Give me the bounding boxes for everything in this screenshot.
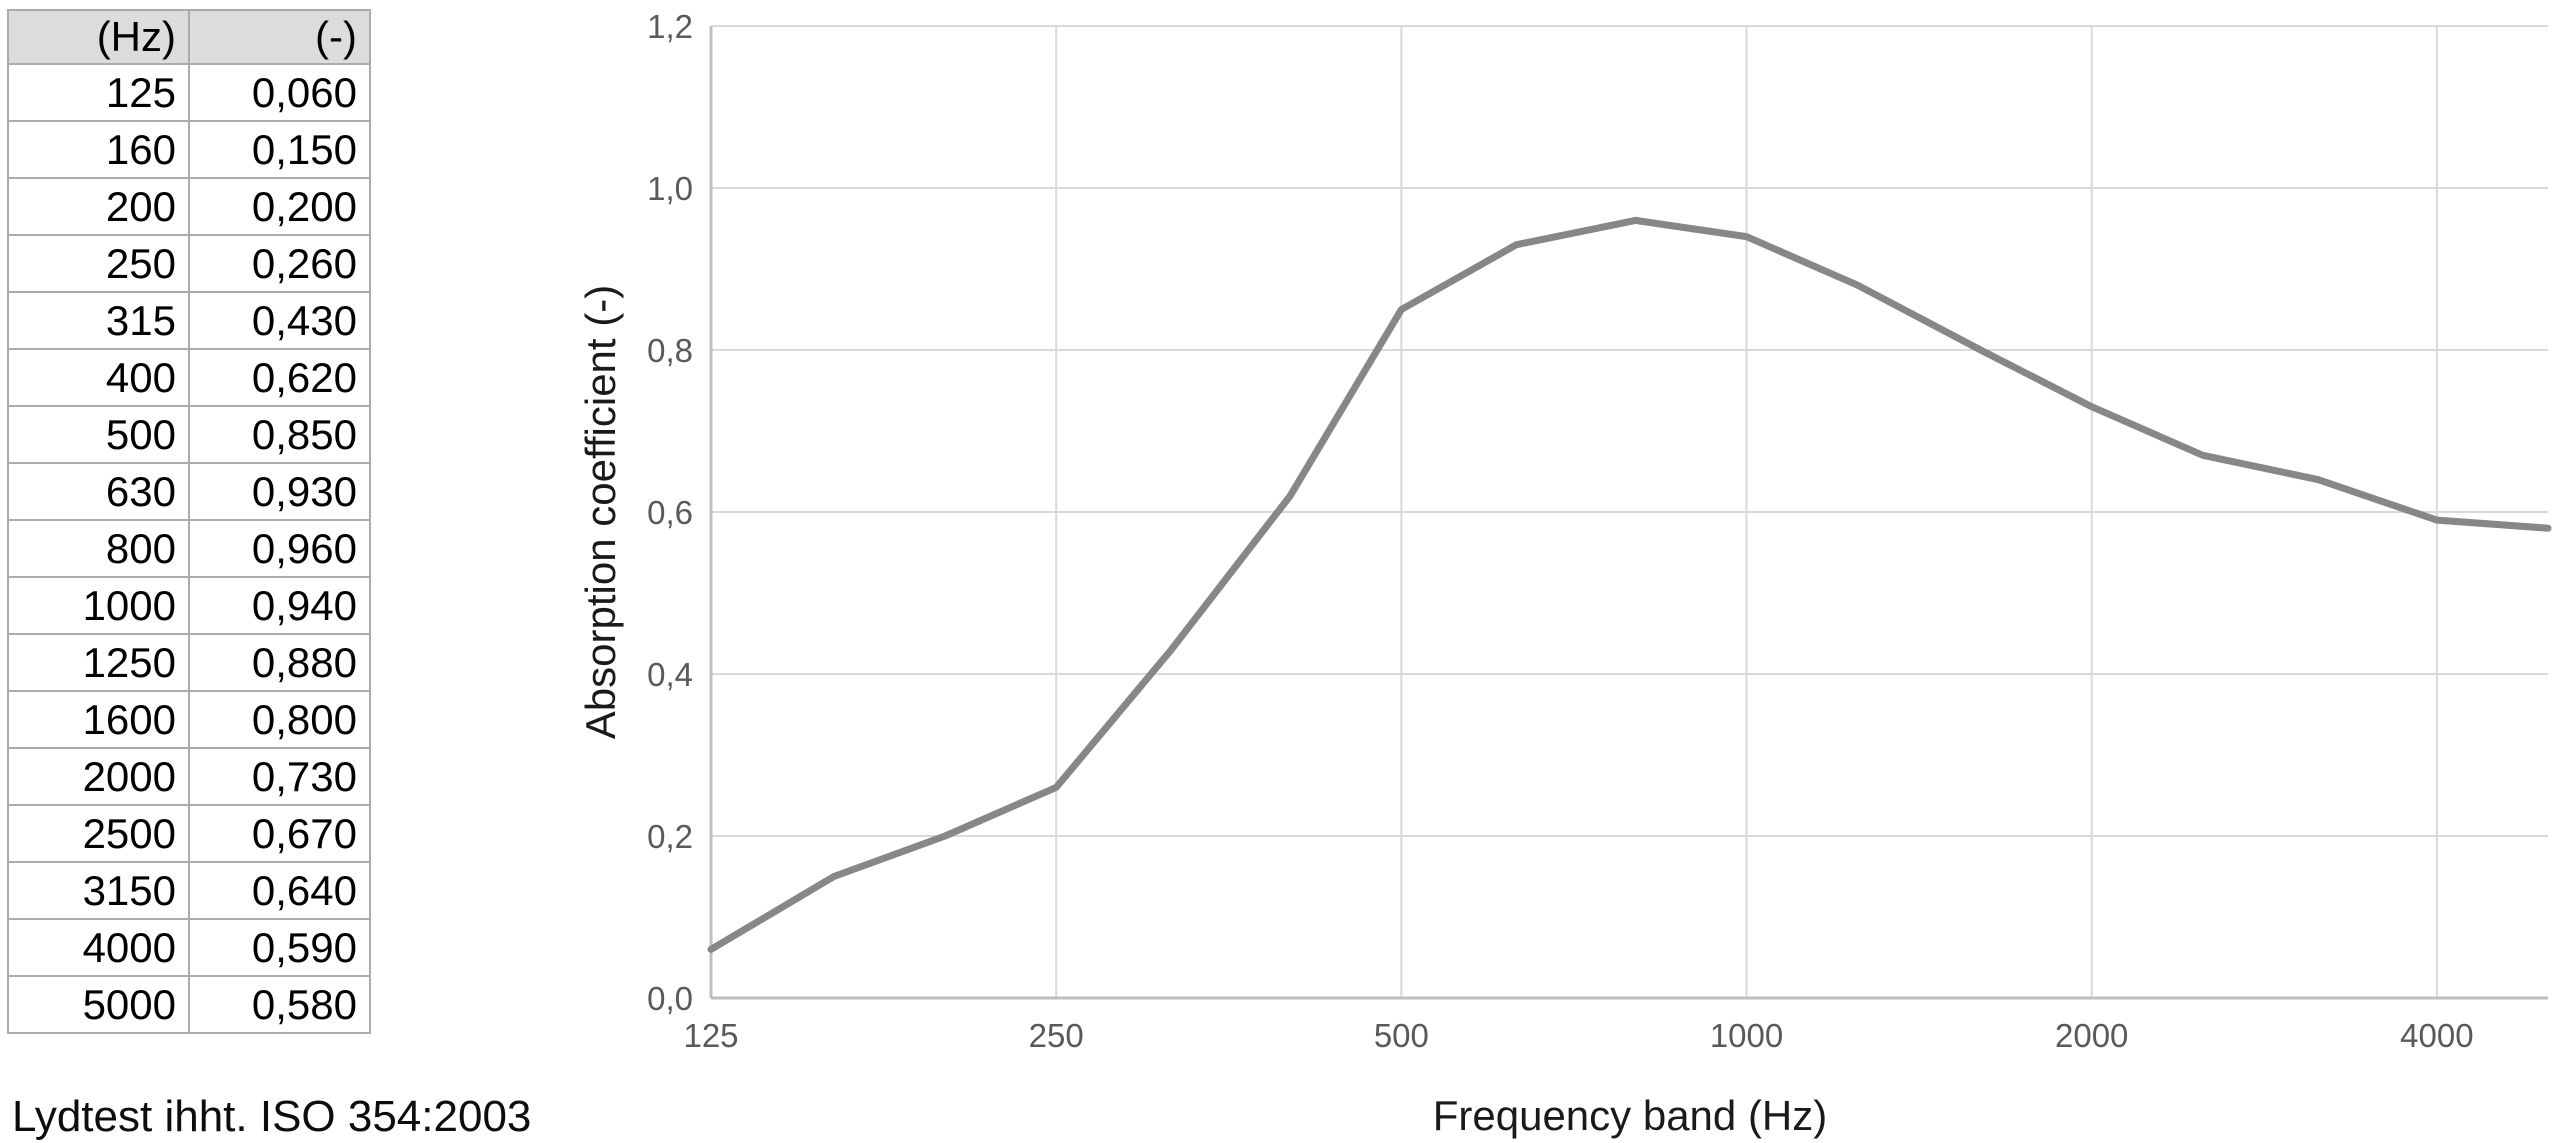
table-row: 125 0,060 xyxy=(7,63,371,122)
frequency-cell: 2500 xyxy=(7,804,190,863)
coefficient-cell: 0,850 xyxy=(188,405,371,464)
table-row: 1600 0,800 xyxy=(7,690,371,749)
footnote-iso-standard: Lydtest ihht. ISO 354:2003 xyxy=(12,1092,532,1141)
frequency-cell: 5000 xyxy=(7,975,190,1034)
x-axis-title: Frequency band (Hz) xyxy=(1433,1092,1828,1139)
table-row: 2000 0,730 xyxy=(7,747,371,806)
x-tick-label: 250 xyxy=(1029,1017,1084,1054)
table-row: 4000 0,590 xyxy=(7,918,371,977)
frequency-cell: 1600 xyxy=(7,690,190,749)
coefficient-cell: 0,150 xyxy=(188,120,371,179)
y-tick-label: 0,8 xyxy=(647,332,693,369)
table-row: 630 0,930 xyxy=(7,462,371,521)
coefficient-cell: 0,880 xyxy=(188,633,371,692)
y-tick-label: 1,0 xyxy=(647,170,693,207)
table-row: 200 0,200 xyxy=(7,177,371,236)
table-row: 800 0,960 xyxy=(7,519,371,578)
table-header-cell: (Hz) xyxy=(7,9,190,65)
coefficient-cell: 0,640 xyxy=(188,861,371,920)
coefficient-cell: 0,670 xyxy=(188,804,371,863)
frequency-cell: 1000 xyxy=(7,576,190,635)
table-row: 1250 0,880 xyxy=(7,633,371,692)
table-row: 250 0,260 xyxy=(7,234,371,293)
y-tick-label: 0,0 xyxy=(647,980,693,1017)
frequency-cell: 2000 xyxy=(7,747,190,806)
frequency-cell: 800 xyxy=(7,519,190,578)
coefficient-cell: 0,730 xyxy=(188,747,371,806)
frequency-cell: 200 xyxy=(7,177,190,236)
table-row: 2500 0,670 xyxy=(7,804,371,863)
coefficient-cell: 0,580 xyxy=(188,975,371,1034)
table-row: 160 0,150 xyxy=(7,120,371,179)
coefficient-cell: 0,260 xyxy=(188,234,371,293)
series-line xyxy=(707,216,2552,953)
table-row: 315 0,430 xyxy=(7,291,371,350)
y-tick-label: 0,4 xyxy=(647,656,693,693)
x-tick-label: 1000 xyxy=(1710,1017,1783,1054)
frequency-cell: 3150 xyxy=(7,861,190,920)
frequency-cell: 125 xyxy=(7,63,190,122)
frequency-cell: 630 xyxy=(7,462,190,521)
chart-tick-labels: 0,0 0,2 0,4 0,6 0,8 1,0 1,2 125 250 500 1000 2000 40… xyxy=(647,8,2473,1054)
y-tick-label: 1,2 xyxy=(647,8,693,45)
table-header-row: (Hz) (-) xyxy=(7,9,371,65)
coefficient-cell: 0,590 xyxy=(188,918,371,977)
table-header-cell: (-) xyxy=(188,9,371,65)
table-body: 125 0,060 160 0,150 200 0,200 250 0,260 315 0,430… xyxy=(7,63,371,1034)
x-tick-label: 125 xyxy=(683,1017,738,1054)
coefficient-cell: 0,930 xyxy=(188,462,371,521)
table-row: 3150 0,640 xyxy=(7,861,371,920)
frequency-cell: 500 xyxy=(7,405,190,464)
coefficient-cell: 0,430 xyxy=(188,291,371,350)
x-tick-label: 500 xyxy=(1374,1017,1429,1054)
frequency-cell: 315 xyxy=(7,291,190,350)
table-row: 1000 0,940 xyxy=(7,576,371,635)
frequency-cell: 400 xyxy=(7,348,190,407)
table-row: 500 0,850 xyxy=(7,405,371,464)
coefficient-cell: 0,940 xyxy=(188,576,371,635)
y-tick-label: 0,2 xyxy=(647,818,693,855)
chart-gridlines xyxy=(711,25,2548,998)
frequency-cell: 250 xyxy=(7,234,190,293)
frequency-cell: 1250 xyxy=(7,633,190,692)
table-header: (Hz) (-) xyxy=(7,9,371,65)
coefficient-cell: 0,200 xyxy=(188,177,371,236)
coefficient-cell: 0,060 xyxy=(188,63,371,122)
frequency-cell: 4000 xyxy=(7,918,190,977)
chart-axes xyxy=(709,26,2548,1000)
x-tick-label: 2000 xyxy=(2055,1017,2128,1054)
absorption-table: (Hz) (-) 125 0,060 160 0,150 200 0,200 250 0,260… xyxy=(7,9,371,1034)
y-axis-title: Absorption coefficient (-) xyxy=(577,285,624,739)
x-tick-label: 4000 xyxy=(2400,1017,2473,1054)
coefficient-cell: 0,960 xyxy=(188,519,371,578)
coefficient-cell: 0,800 xyxy=(188,690,371,749)
y-tick-label: 0,6 xyxy=(647,494,693,531)
table-row: 400 0,620 xyxy=(7,348,371,407)
frequency-cell: 160 xyxy=(7,120,190,179)
coefficient-cell: 0,620 xyxy=(188,348,371,407)
table-row: 5000 0,580 xyxy=(7,975,371,1034)
